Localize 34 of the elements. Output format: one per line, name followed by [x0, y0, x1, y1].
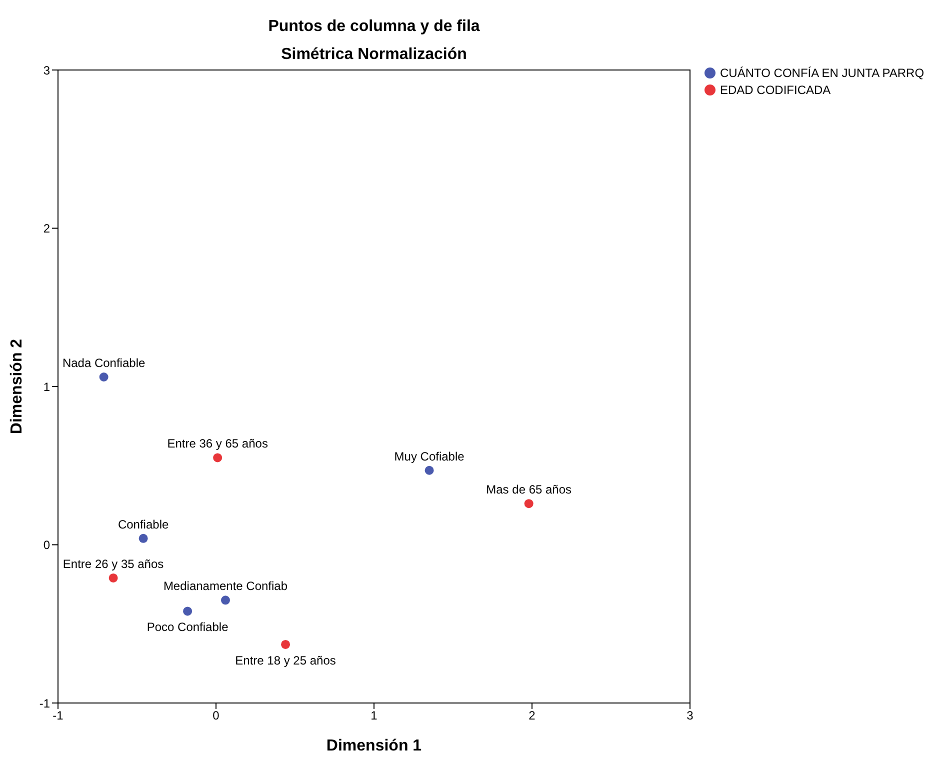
x-tick-label: 2: [528, 708, 536, 723]
x-tick-label: 0: [212, 708, 220, 723]
y-tick-label: 3: [43, 63, 50, 78]
y-tick-label: -1: [39, 696, 50, 710]
legend-label: EDAD CODIFICADA: [720, 83, 831, 97]
chart-subtitle: Simétrica Normalización: [280, 46, 468, 64]
point: [99, 372, 108, 382]
annotation: Poco Confiable: [146, 620, 229, 634]
x-tick-label: 3: [686, 708, 694, 723]
chart-title: Puntos de columna y de fila: [267, 18, 481, 36]
y-axis-title: Dimensión 2: [8, 338, 26, 434]
annotation: Entre 36 y 65 años: [167, 436, 268, 451]
y-tick-label: 2: [43, 222, 50, 236]
point: [524, 499, 534, 508]
annotation: Entre 18 y 25 años: [235, 653, 336, 668]
annotation: Mas de 65 años: [486, 482, 572, 497]
point: [281, 640, 290, 649]
annotation: Confiable: [118, 517, 169, 532]
point: [138, 534, 148, 543]
point: [183, 606, 192, 616]
annotation: Nada Confiable: [62, 356, 146, 370]
legend-label: CUÁNTO CONFÍA EN JUNTA PARRQ: [720, 66, 924, 80]
y-tick-label: 0: [43, 538, 50, 552]
x-axis-title: Dimensión 1: [326, 737, 422, 754]
y-tick-label: 1: [43, 380, 50, 394]
point: [213, 453, 222, 462]
annotation: Entre 26 y 35 años: [62, 556, 164, 571]
point: [220, 596, 230, 605]
x-tick-label: 1: [370, 708, 378, 723]
point: [424, 466, 434, 475]
x-tick-label: -1: [52, 708, 64, 723]
annotation: Medianamente Confiab: [163, 579, 288, 594]
point: [108, 573, 118, 582]
annotation: Muy Cofiable: [394, 449, 465, 464]
